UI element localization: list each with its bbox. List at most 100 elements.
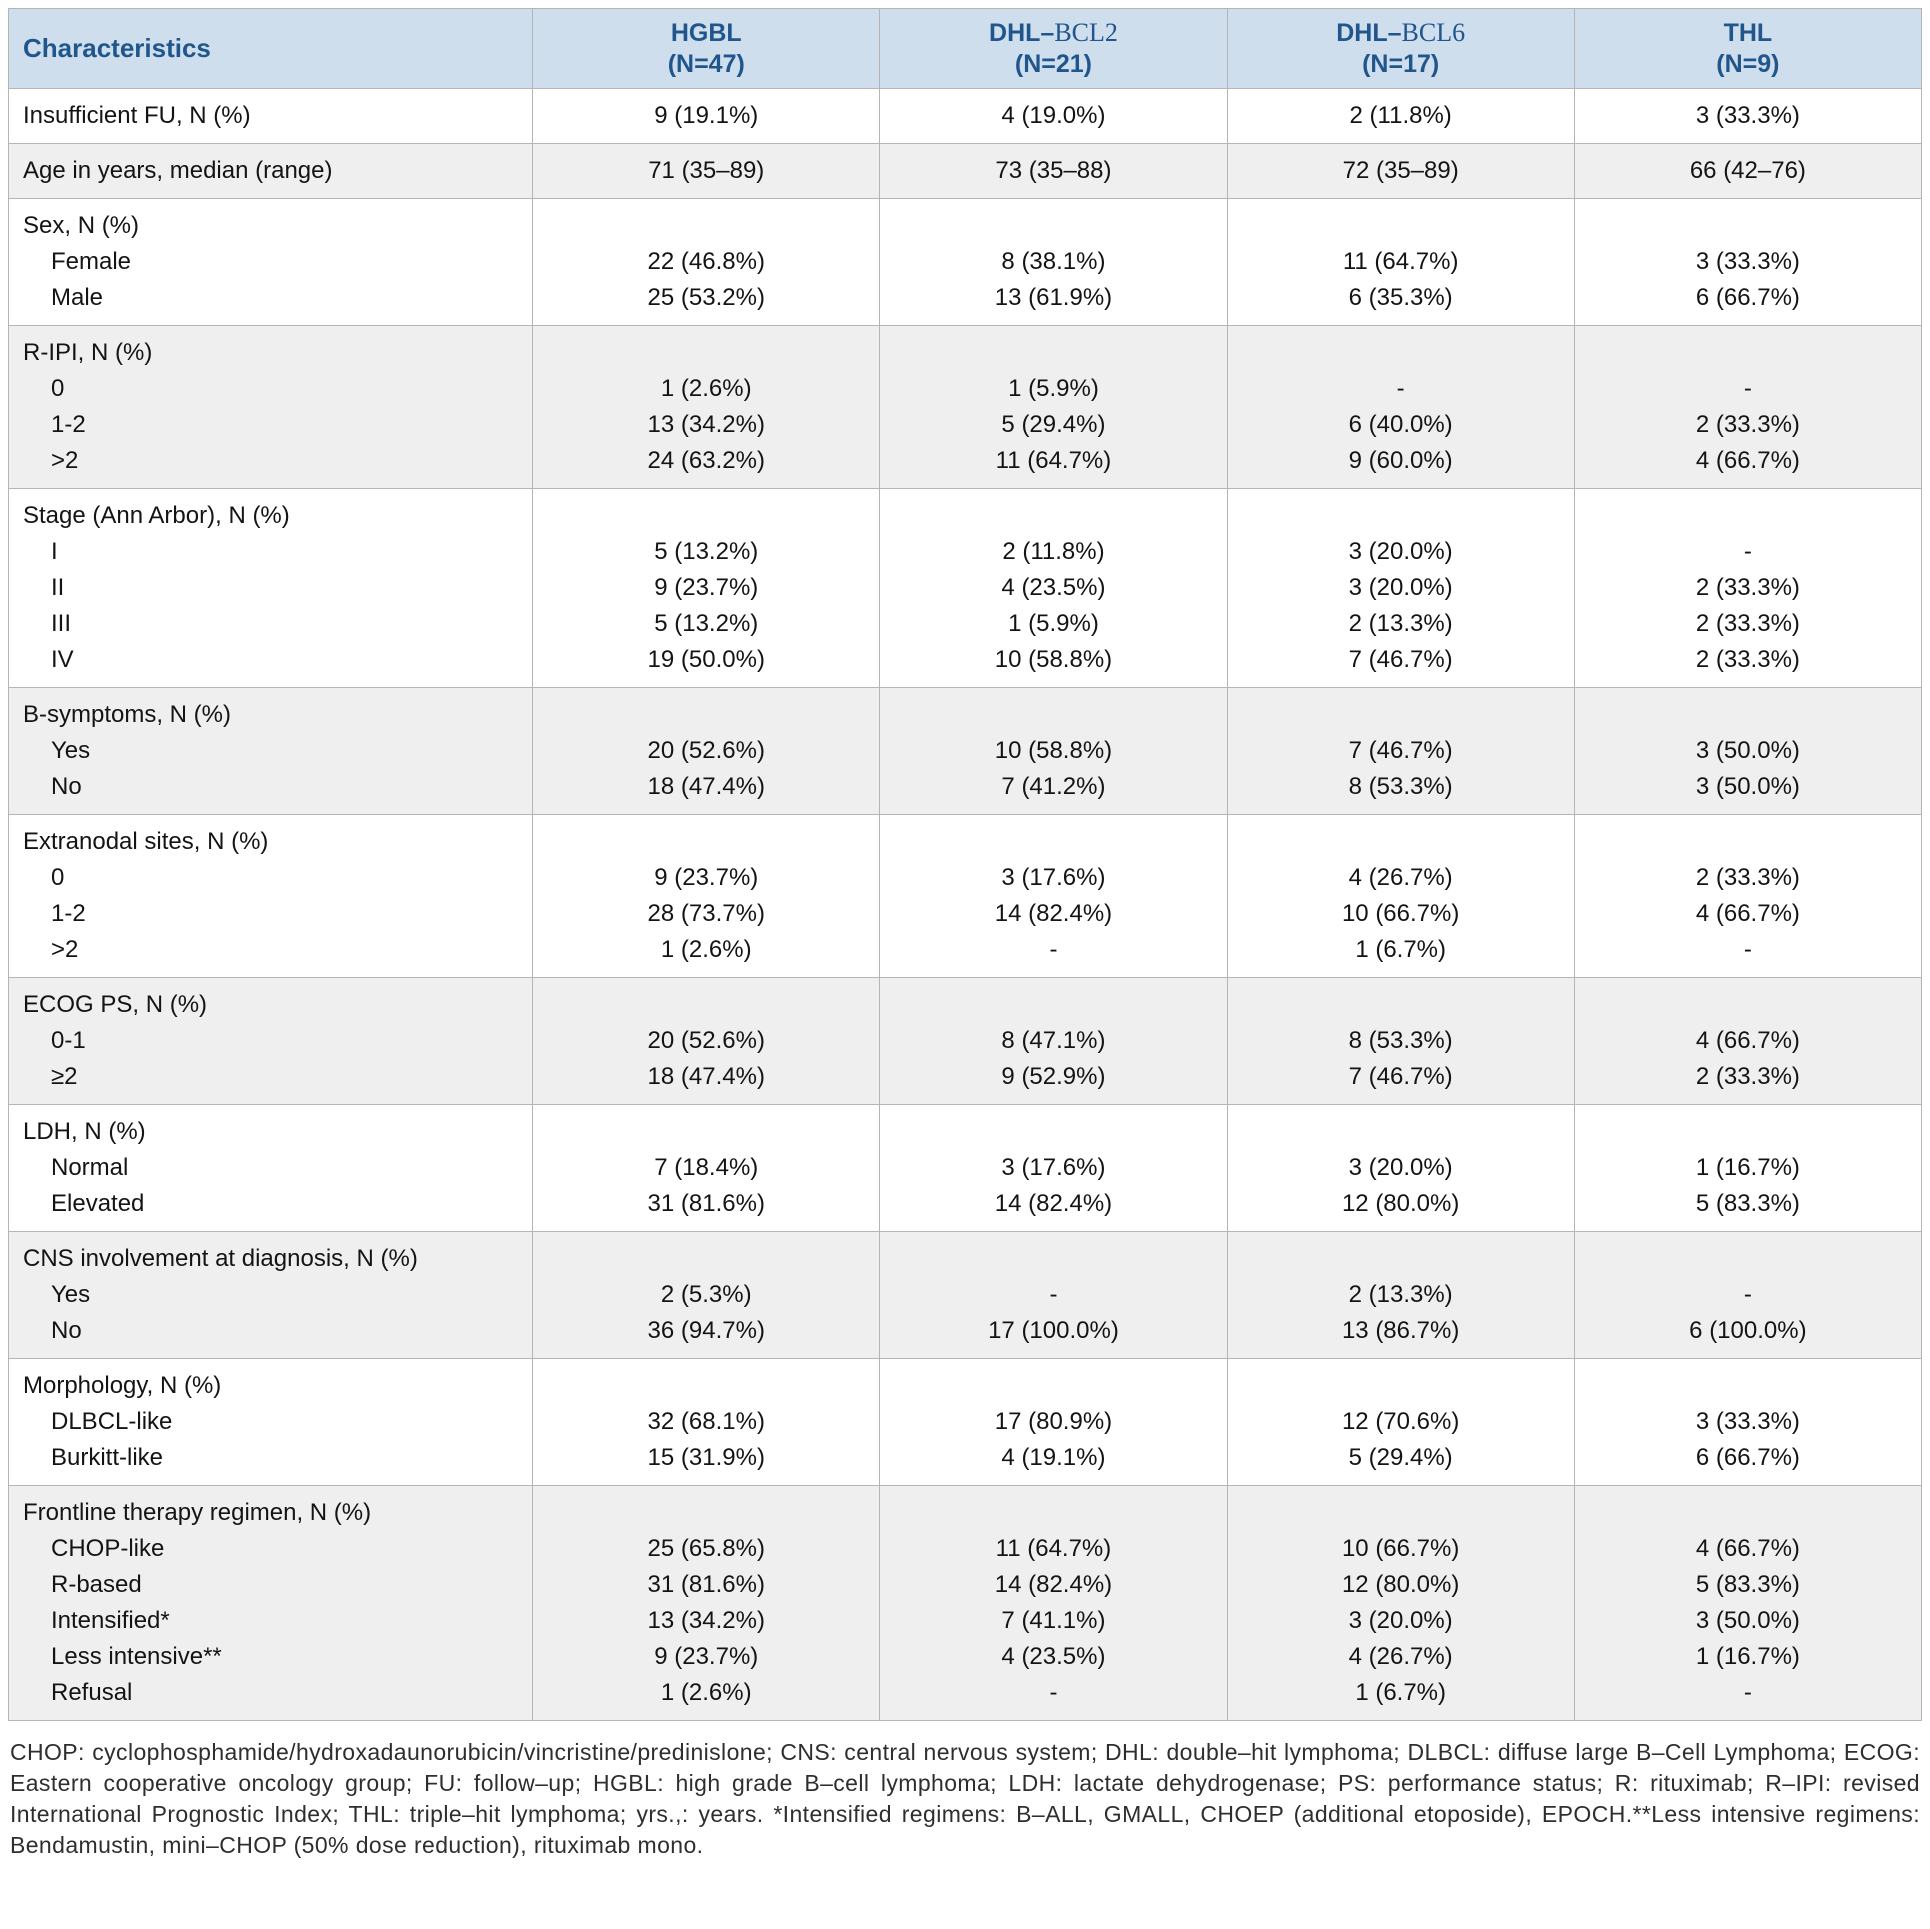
empty-cell [532, 198, 881, 244]
empty-cell [532, 1104, 881, 1150]
cell-value: 5 (29.4%) [1226, 1440, 1575, 1486]
empty-cell [1573, 1231, 1923, 1277]
cell-value: 1 (5.9%) [879, 606, 1228, 642]
cell-value: 3 (33.3%) [1573, 1404, 1923, 1440]
empty-cell [1226, 325, 1575, 371]
cell-value: 4 (66.7%) [1573, 896, 1923, 932]
row-label: II [7, 570, 534, 606]
column-header-dhl-bcl2: DHL–BCL2 (N=21) [879, 8, 1228, 89]
empty-cell [1573, 488, 1923, 534]
cell-value: 6 (40.0%) [1226, 407, 1575, 443]
column-header-hgbl: HGBL (N=47) [532, 8, 881, 89]
empty-cell [1573, 1485, 1923, 1531]
row-label: 1-2 [7, 896, 534, 932]
cell-value: 7 (18.4%) [532, 1150, 881, 1186]
cell-value: 2 (13.3%) [1226, 606, 1575, 642]
group-header-row: R-IPI, N (%) [7, 325, 1923, 371]
table-row: >2 1 (2.6%) -1 (6.7%) - [7, 932, 1923, 978]
cell-value: - [1226, 371, 1575, 407]
cell-value: 20 (52.6%) [532, 1023, 881, 1059]
row-label: DLBCL-like [7, 1404, 534, 1440]
row-label: Male [7, 280, 534, 326]
column-n: (N=21) [1014, 50, 1093, 78]
row-label: ≥2 [7, 1059, 534, 1105]
cell-value: 9 (52.9%) [879, 1059, 1228, 1105]
cell-value: 10 (66.7%) [1226, 1531, 1575, 1567]
cell-value: 18 (47.4%) [532, 1059, 881, 1105]
cell-value: 2 (5.3%) [532, 1277, 881, 1313]
group-header-row: Frontline therapy regimen, N (%) [7, 1485, 1923, 1531]
cell-value: 5 (13.2%) [532, 606, 881, 642]
cell-value: 2 (33.3%) [1573, 570, 1923, 606]
cell-value: 2 (11.8%) [1226, 88, 1575, 144]
cell-value: 8 (53.3%) [1226, 1023, 1575, 1059]
table-row: Less intensive** 9 (23.7%) 4 (23.5%) 4 (26.… [7, 1639, 1923, 1675]
table-row: Yes 20 (52.6%) 10 (58.8%) 7 (46.7%) 3 (50.0%… [7, 733, 1923, 769]
cell-value: 5 (13.2%) [532, 534, 881, 570]
row-label: No [7, 769, 534, 815]
cell-value: - [879, 932, 1228, 978]
table-row: IV 19 (50.0%) 10 (58.8%) 7 (46.7%) 2 (33.3%) [7, 642, 1923, 688]
cell-value: 22 (46.8%) [532, 244, 881, 280]
cell-value: 25 (65.8%) [532, 1531, 881, 1567]
cell-value: - [879, 1277, 1228, 1313]
column-header-dhl-bcl6: DHL–BCL6 (N=17) [1226, 8, 1575, 89]
cell-value: 9 (23.7%) [532, 570, 881, 606]
cell-value: - [879, 1675, 1228, 1721]
empty-cell [1226, 814, 1575, 860]
group-label: Frontline therapy regimen, N (%) [7, 1485, 534, 1531]
cell-value: - [1573, 1675, 1923, 1721]
table-row: 1-2 28 (73.7%) 14 (82.4%) 10 (66.7%) 4 (66.7… [7, 896, 1923, 932]
empty-cell [532, 814, 881, 860]
table-row: Burkitt-like 15 (31.9%) 4 (19.1%) 5 (29.4%)… [7, 1440, 1923, 1486]
table-row: Age in years, median (range) 71 (35–89) 73… [7, 143, 1923, 199]
characteristics-table: Characteristics HGBL (N=47) DHL–BCL2 (N=… [7, 8, 1923, 1721]
cell-value: 11 (64.7%) [1226, 244, 1575, 280]
cell-value: 6 (66.7%) [1573, 280, 1923, 326]
group-header-row: Stage (Ann Arbor), N (%) [7, 488, 1923, 534]
cell-value: 1 (5.9%) [879, 371, 1228, 407]
table-body: Insufficient FU, N (%) 9 (19.1%) 4 (19.0%)… [7, 88, 1923, 1721]
row-label: Elevated [7, 1186, 534, 1232]
empty-cell [532, 1485, 881, 1531]
cell-value: 2 (33.3%) [1573, 606, 1923, 642]
cell-value: 19 (50.0%) [532, 642, 881, 688]
cell-value: 3 (20.0%) [1226, 1150, 1575, 1186]
table-row: III 5 (13.2%) 1 (5.9%) 2 (13.3%) 2 (33.3%) [7, 606, 1923, 642]
group-label: Sex, N (%) [7, 198, 534, 244]
cell-value: 15 (31.9%) [532, 1440, 881, 1486]
table-header: Characteristics HGBL (N=47) DHL–BCL2 (N=… [7, 8, 1923, 89]
cell-value: 28 (73.7%) [532, 896, 881, 932]
empty-cell [879, 325, 1228, 371]
cell-value: 4 (19.1%) [879, 1440, 1228, 1486]
cell-value: 17 (80.9%) [879, 1404, 1228, 1440]
row-label: Intensified* [7, 1603, 534, 1639]
cell-value: 3 (50.0%) [1573, 733, 1923, 769]
group-label: B-symptoms, N (%) [7, 687, 534, 733]
cell-value: 10 (58.8%) [879, 642, 1228, 688]
cell-value: 6 (35.3%) [1226, 280, 1575, 326]
cell-value: 7 (46.7%) [1226, 733, 1575, 769]
cell-value: - [1573, 1277, 1923, 1313]
cell-value: 3 (50.0%) [1573, 769, 1923, 815]
cell-value: 73 (35–88) [879, 143, 1228, 199]
cell-value: 2 (11.8%) [879, 534, 1228, 570]
cell-value: 4 (26.7%) [1226, 1639, 1575, 1675]
cell-value: 4 (66.7%) [1573, 1531, 1923, 1567]
row-label: Burkitt-like [7, 1440, 534, 1486]
cell-value: 20 (52.6%) [532, 733, 881, 769]
empty-cell [879, 1104, 1228, 1150]
row-label: CHOP-like [7, 1531, 534, 1567]
group-header-row: Sex, N (%) [7, 198, 1923, 244]
cell-value: 14 (82.4%) [879, 896, 1228, 932]
cell-value: 3 (50.0%) [1573, 1603, 1923, 1639]
row-label: IV [7, 642, 534, 688]
group-label: R-IPI, N (%) [7, 325, 534, 371]
cell-value: 1 (6.7%) [1226, 1675, 1575, 1721]
table-row: >2 24 (63.2%) 11 (64.7%) 9 (60.0%) 4 (66.7%) [7, 443, 1923, 489]
row-label: 0-1 [7, 1023, 534, 1059]
cell-value: 14 (82.4%) [879, 1186, 1228, 1232]
cell-value: 4 (23.5%) [879, 570, 1228, 606]
